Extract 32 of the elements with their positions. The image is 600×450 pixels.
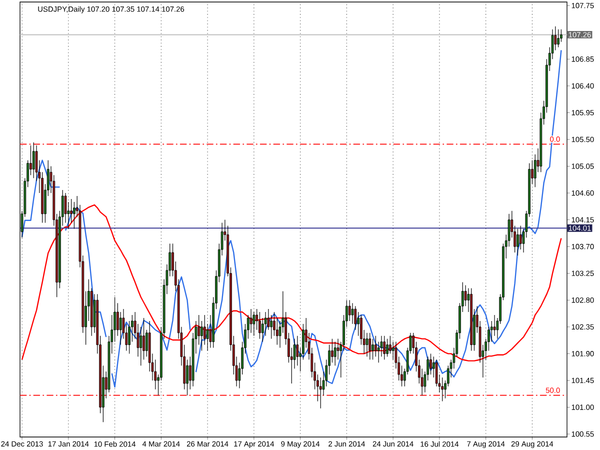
candlestick [32,142,35,178]
candlestick [119,312,122,346]
candlestick [334,341,336,366]
candlestick [366,332,368,357]
candlestick [348,300,351,322]
candlestick [186,359,188,396]
candlestick [319,377,322,409]
candlestick [516,228,519,256]
candlestick [519,225,522,250]
candlestick [554,26,557,50]
candlestick [368,332,372,360]
candlestick [392,341,394,360]
candlestick [441,377,444,402]
candlestick [351,302,354,324]
candlestick [140,326,142,366]
candlestick [386,338,388,357]
candlestick [198,314,200,346]
candlestick [331,338,334,363]
candlestick [357,312,360,336]
candlestick [557,29,560,48]
candlestick [250,308,252,334]
candlestick [252,312,256,336]
candlestick [70,198,72,224]
candlestick [336,338,340,360]
candlestick [258,312,261,340]
candlestick [493,314,496,336]
candlestick [200,320,203,352]
candlestick [430,353,432,375]
candlestick [270,314,273,340]
candlestick [372,338,374,360]
candlestick [206,324,209,352]
candlestick [383,336,386,360]
